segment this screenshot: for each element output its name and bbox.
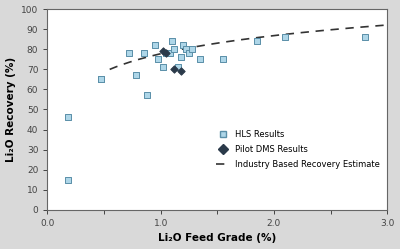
HLS Results xyxy=(186,51,192,55)
Y-axis label: Li₂O Recovery (%): Li₂O Recovery (%) xyxy=(6,57,16,162)
X-axis label: Li₂O Feed Grade (%): Li₂O Feed Grade (%) xyxy=(158,234,276,244)
Pilot DMS Results xyxy=(171,67,178,71)
Industry Based Recovery Estimate xyxy=(359,26,364,29)
HLS Results xyxy=(166,51,173,55)
Industry Based Recovery Estimate xyxy=(341,27,346,30)
Pilot DMS Results xyxy=(160,49,166,53)
Line: Industry Based Recovery Estimate: Industry Based Recovery Estimate xyxy=(110,25,387,69)
HLS Results xyxy=(220,57,226,61)
HLS Results xyxy=(140,51,147,55)
HLS Results xyxy=(178,55,184,59)
HLS Results xyxy=(189,47,196,51)
Industry Based Recovery Estimate xyxy=(385,23,390,26)
HLS Results xyxy=(197,57,204,61)
HLS Results xyxy=(64,178,71,182)
HLS Results xyxy=(361,35,368,39)
Pilot DMS Results xyxy=(178,69,184,73)
Industry Based Recovery Estimate xyxy=(272,34,276,37)
Industry Based Recovery Estimate xyxy=(277,33,282,36)
HLS Results xyxy=(126,51,132,55)
Industry Based Recovery Estimate xyxy=(107,68,112,71)
HLS Results xyxy=(171,47,178,51)
HLS Results xyxy=(282,35,288,39)
HLS Results xyxy=(160,65,166,69)
Legend: HLS Results, Pilot DMS Results, Industry Based Recovery Estimate: HLS Results, Pilot DMS Results, Industry… xyxy=(212,127,383,172)
Pilot DMS Results xyxy=(163,51,170,55)
HLS Results xyxy=(64,116,71,120)
HLS Results xyxy=(182,47,189,51)
HLS Results xyxy=(98,77,104,81)
HLS Results xyxy=(180,43,186,47)
HLS Results xyxy=(155,57,162,61)
HLS Results xyxy=(152,43,158,47)
HLS Results xyxy=(174,65,181,69)
HLS Results xyxy=(169,39,175,43)
HLS Results xyxy=(254,39,260,43)
Industry Based Recovery Estimate xyxy=(108,67,113,70)
HLS Results xyxy=(98,77,104,81)
Industry Based Recovery Estimate xyxy=(272,34,277,37)
HLS Results xyxy=(163,51,170,55)
HLS Results xyxy=(144,93,150,97)
HLS Results xyxy=(132,73,139,77)
